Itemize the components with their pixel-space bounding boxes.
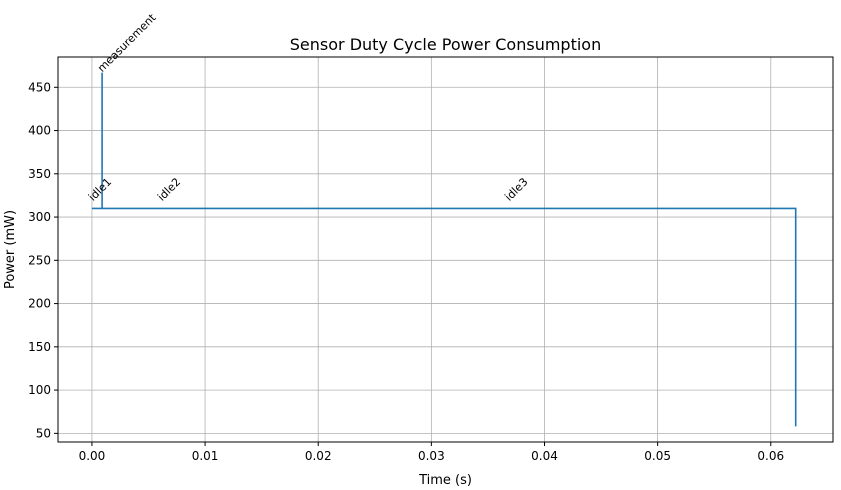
plot-frame: [57, 56, 834, 443]
power-series-line: [91, 72, 797, 427]
annotation-measurement: measurement: [95, 11, 159, 75]
grid: [58, 57, 833, 442]
x-axis-ticks: 0.00 0.01 0.02 0.03 0.04 0.05 0.06: [79, 442, 784, 463]
y-axis-label: Power (mW): [3, 210, 18, 289]
chart-title: Sensor Duty Cycle Power Consumption: [290, 35, 601, 54]
annotation-idle3: idle3: [502, 175, 530, 203]
annotation-idle1: idle1: [86, 175, 114, 203]
x-tick-label: 0.06: [757, 449, 784, 463]
x-tick-label: 0.01: [192, 449, 219, 463]
y-tick-label: 250: [28, 253, 51, 267]
y-axis-ticks: 50 100 150 200 250 300 350 400 450: [28, 80, 58, 440]
y-tick-label: 200: [28, 297, 51, 311]
y-tick-label: 400: [28, 124, 51, 138]
x-tick-label: 0.05: [644, 449, 671, 463]
x-tick-label: 0.03: [418, 449, 445, 463]
x-tick-label: 0.04: [531, 449, 558, 463]
x-tick-label: 0.00: [79, 449, 106, 463]
y-tick-label: 350: [28, 167, 51, 181]
series-layer: [91, 72, 797, 427]
y-tick-label: 300: [28, 210, 51, 224]
x-axis-label: Time (s): [418, 473, 472, 488]
annotation-idle2: idle2: [155, 175, 183, 203]
x-tick-label: 0.02: [305, 449, 332, 463]
y-tick-label: 50: [36, 426, 51, 440]
y-tick-label: 450: [28, 80, 51, 94]
y-tick-label: 150: [28, 340, 51, 354]
y-tick-label: 100: [28, 383, 51, 397]
